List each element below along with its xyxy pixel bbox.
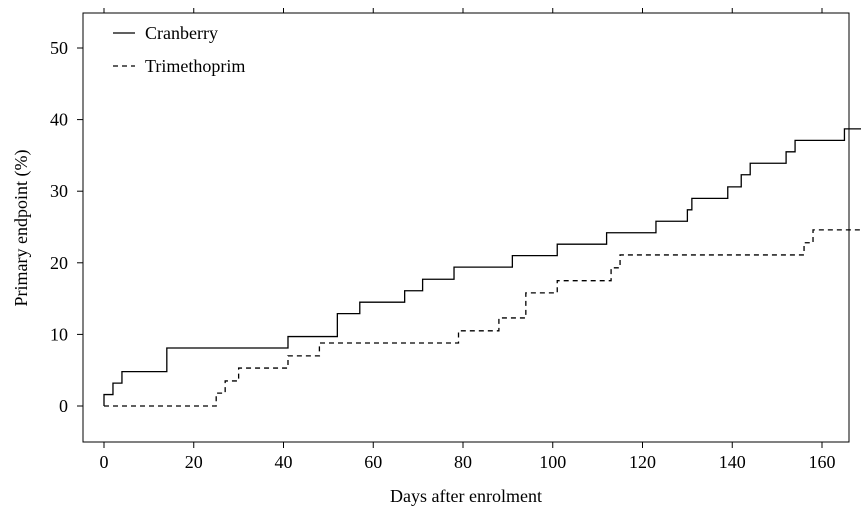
x-tick-label: 80 — [454, 452, 472, 472]
axis-ticks: 0 20 40 60 80 100 120 140 160 0 10 20 30 40 50 — [50, 8, 836, 472]
y-tick-label: 20 — [50, 253, 68, 273]
series-group — [103, 128, 861, 407]
x-tick-label: 60 — [364, 452, 382, 472]
series-line-trimethoprim — [104, 229, 861, 407]
x-tick-label: 0 — [100, 452, 109, 472]
x-tick-label: 100 — [539, 452, 566, 472]
y-tick-label: 0 — [59, 396, 68, 416]
x-tick-label: 140 — [719, 452, 746, 472]
legend: Cranberry Trimethoprim — [113, 23, 245, 76]
legend-label-trimethoprim: Trimethoprim — [145, 56, 245, 76]
x-axis-title: Days after enrolment — [390, 486, 542, 506]
plot-frame — [82, 12, 850, 443]
x-tick-label: 160 — [809, 452, 836, 472]
series-line-cranberry — [103, 128, 861, 406]
x-tick-label: 20 — [185, 452, 203, 472]
x-tick-label: 40 — [275, 452, 293, 472]
y-tick-label: 30 — [50, 181, 68, 201]
x-tick-label: 120 — [629, 452, 656, 472]
legend-label-cranberry: Cranberry — [145, 23, 218, 43]
y-tick-label: 10 — [50, 324, 68, 344]
y-tick-label: 50 — [50, 38, 68, 58]
y-tick-label: 40 — [50, 110, 68, 130]
y-axis-title: Primary endpoint (%) — [11, 150, 32, 307]
